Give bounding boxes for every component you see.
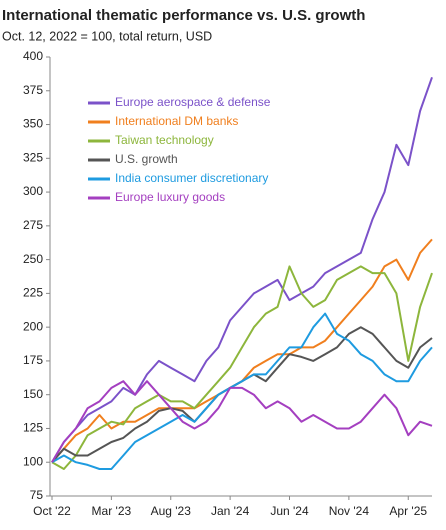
series-line	[51, 265, 433, 470]
legend-label: Europe aerospace & defense	[115, 95, 271, 109]
y-tick-label: 250	[23, 252, 43, 266]
legend-label: India consumer discretionary	[115, 171, 268, 185]
series-line	[51, 380, 433, 463]
x-tick-label: Apr '25	[389, 504, 427, 518]
x-tick-label: Jan '24	[211, 504, 250, 518]
chart-subtitle: Oct. 12, 2022 = 100, total return, USD	[2, 29, 212, 43]
x-tick-label: Jun '24	[270, 504, 309, 518]
y-tick-label: 75	[30, 488, 44, 502]
x-tick-label: Nov '24	[329, 504, 370, 518]
y-tick-label: 175	[23, 353, 43, 367]
y-tick-label: 150	[23, 387, 43, 401]
y-tick-label: 300	[23, 184, 43, 198]
series-line	[51, 312, 433, 470]
y-tick-label: 400	[23, 49, 43, 63]
series-line	[51, 76, 433, 463]
legend-label: Taiwan technology	[115, 133, 214, 147]
y-tick-label: 225	[23, 286, 43, 300]
legend-label: International DM banks	[115, 114, 238, 128]
x-tick-label: Oct '22	[33, 504, 71, 518]
y-tick-label: 100	[23, 454, 43, 468]
legend-label: U.S. growth	[115, 152, 178, 166]
y-tick-label: 200	[23, 319, 43, 333]
y-tick-label: 350	[23, 117, 43, 131]
y-tick-label: 275	[23, 218, 43, 232]
x-tick-label: Mar '23	[92, 504, 132, 518]
x-tick-label: Aug '23	[151, 504, 192, 518]
y-tick-label: 125	[23, 421, 43, 435]
legend-label: Europe luxury goods	[115, 190, 225, 204]
chart-title: International thematic performance vs. U…	[2, 7, 365, 24]
y-tick-label: 375	[23, 83, 43, 97]
y-tick-label: 325	[23, 150, 43, 164]
